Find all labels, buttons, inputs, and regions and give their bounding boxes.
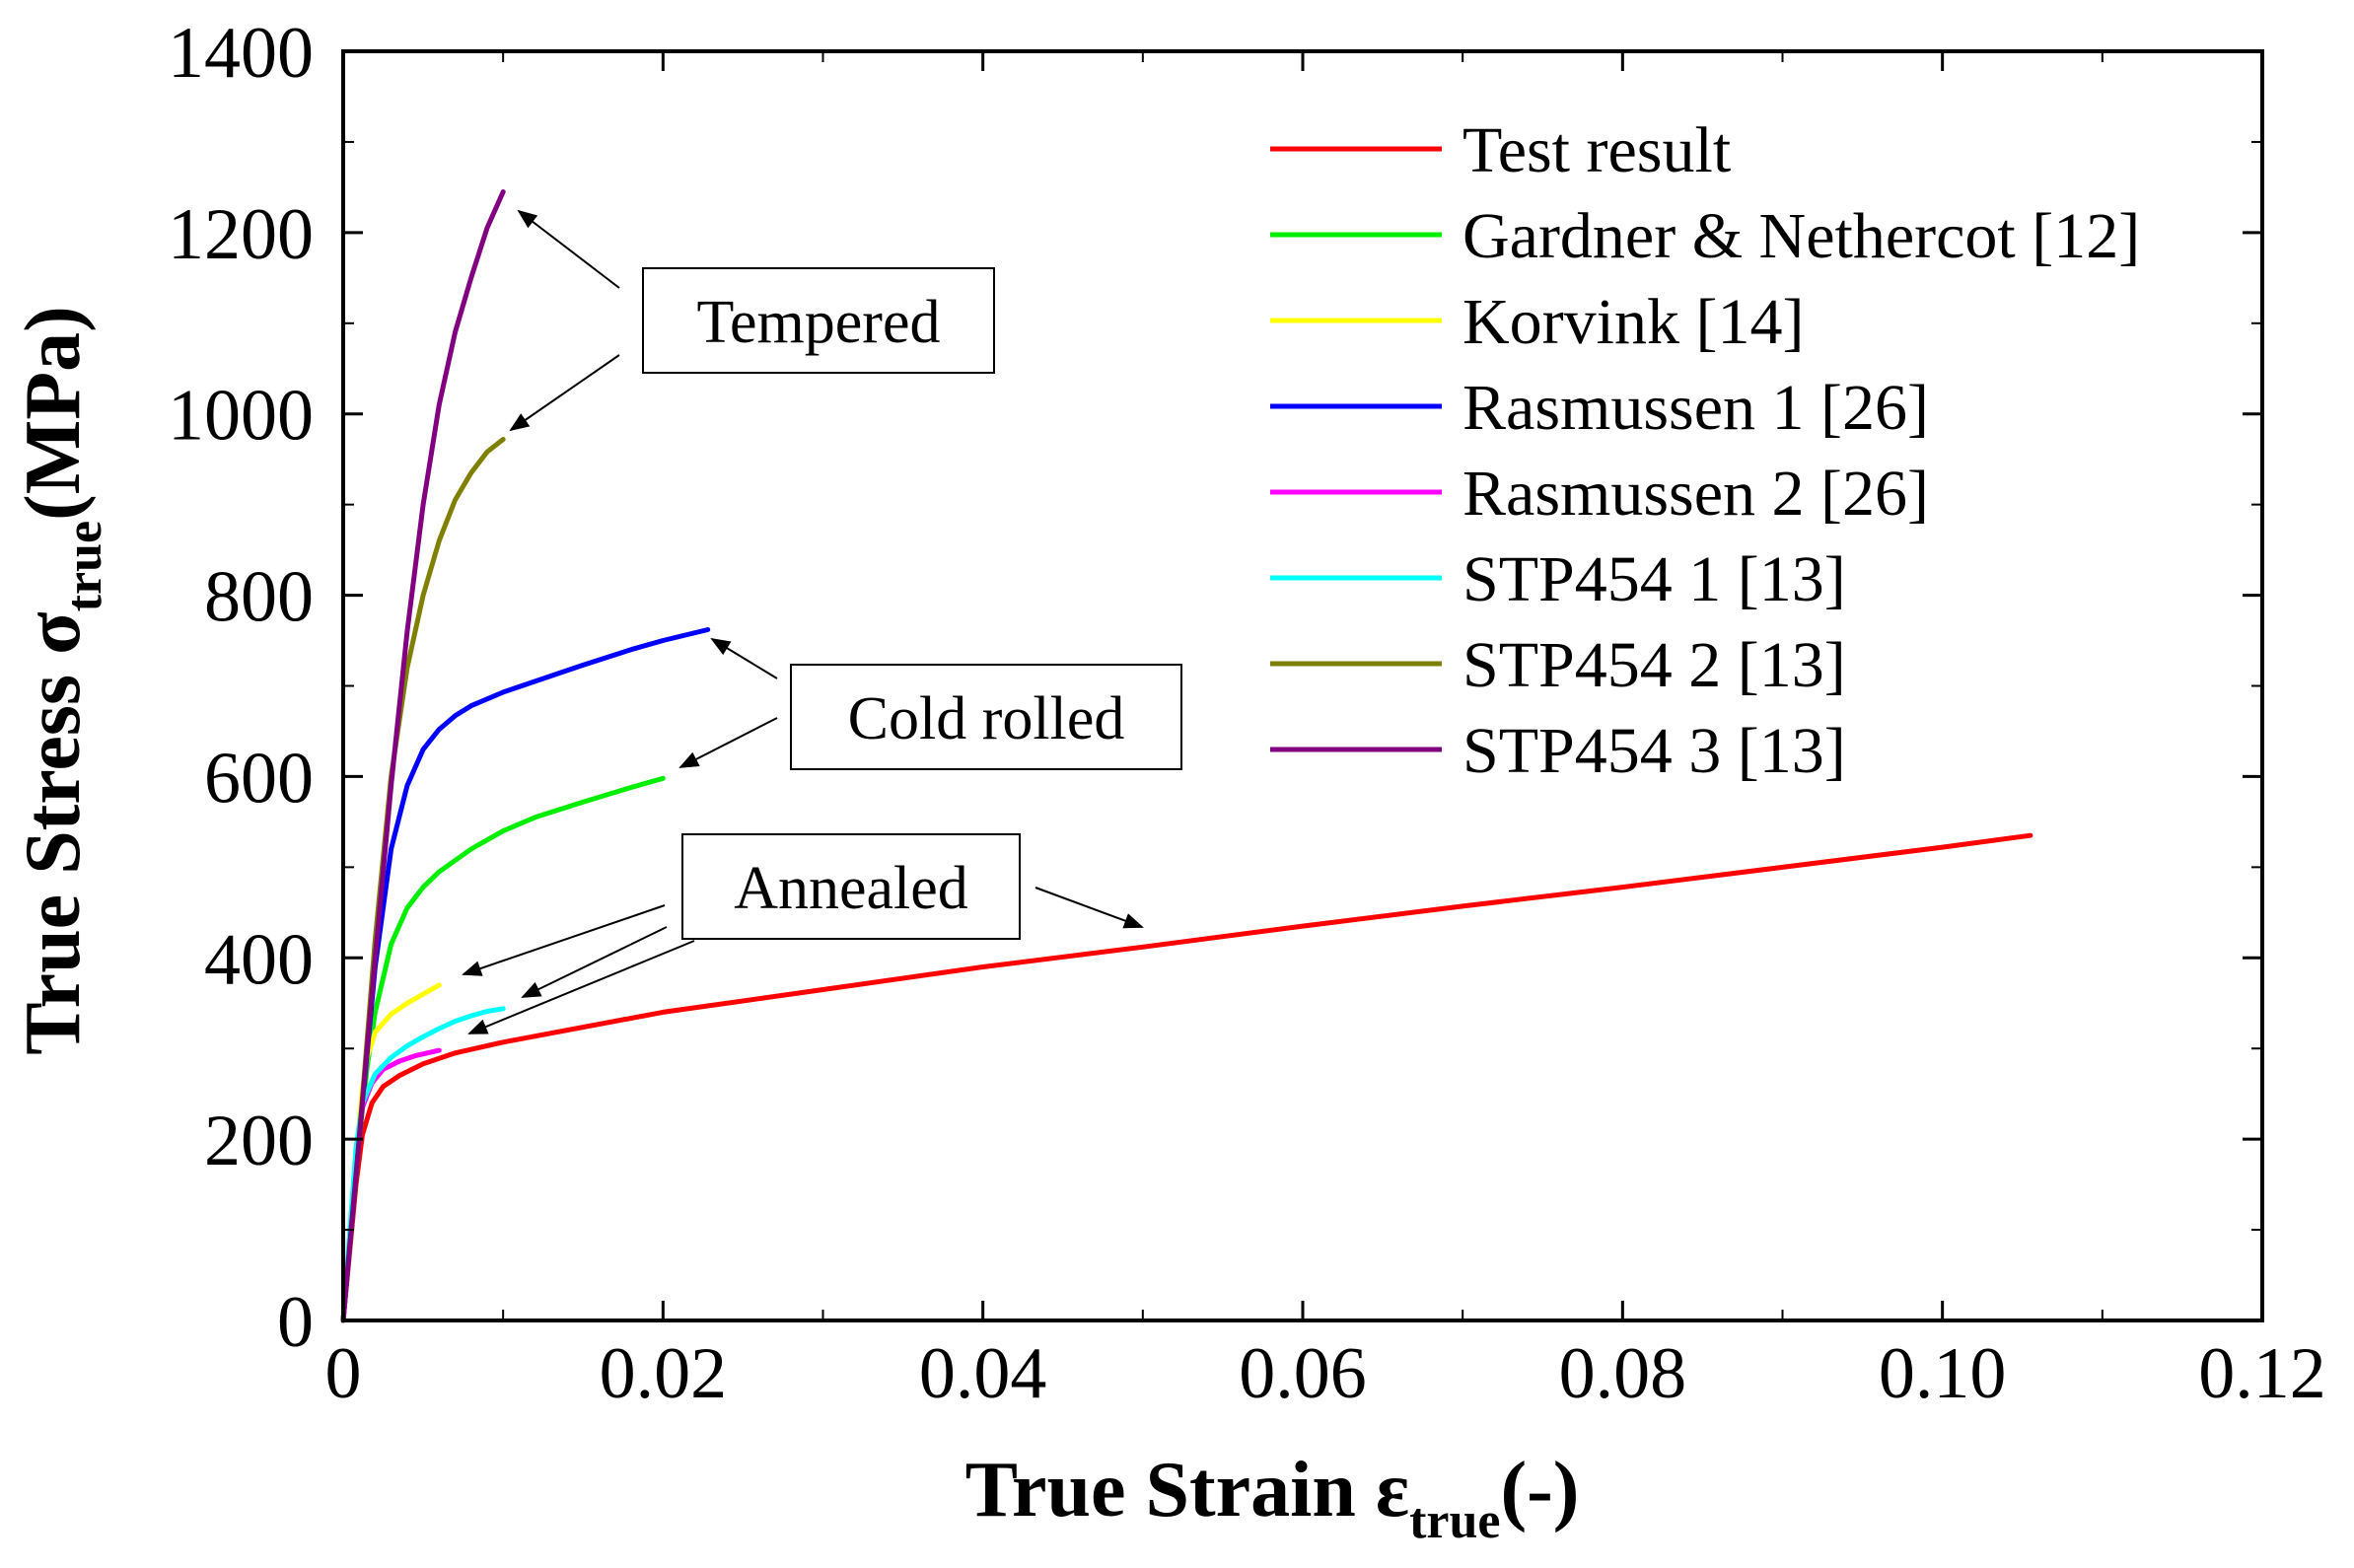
- y-axis-title-main: True Stress σ: [10, 611, 97, 1055]
- series-line-stp454-3-13: [340, 189, 506, 1323]
- y-axis-title-sub: true: [56, 521, 112, 611]
- y-tick-label-4: 800: [204, 557, 314, 638]
- y-tick-label-5: 1000: [168, 376, 314, 457]
- legend-label-rasmussen-1-26: Rasmussen 1 [26]: [1462, 372, 1929, 444]
- x-tick-label-1: 0.02: [600, 1333, 728, 1414]
- legend-label-korvink-14: Korvink [14]: [1462, 286, 1804, 358]
- series-line-stp454-2-13: [340, 437, 506, 1323]
- y-tick-label-0: 0: [277, 1282, 314, 1363]
- y-tick-label-3: 600: [204, 738, 314, 819]
- x-tick-label-2: 0.04: [919, 1333, 1047, 1414]
- annealed-label-box: [681, 833, 1021, 940]
- series-line-rasmussen-1-26: [340, 627, 711, 1323]
- legend-label-test-result: Test result: [1462, 114, 1731, 186]
- x-tick-label-3: 0.06: [1239, 1333, 1367, 1414]
- legend-label-stp454-2-13: STP454 2 [13]: [1462, 629, 1846, 701]
- tempered-label: Tempered: [697, 289, 941, 356]
- legend-label-rasmussen-2-26: Rasmussen 2 [26]: [1462, 458, 1929, 530]
- tempered-label-box: [642, 267, 995, 374]
- x-axis-title-main: True Strain ε: [965, 1447, 1409, 1533]
- x-tick-label-6: 0.12: [2198, 1333, 2326, 1414]
- x-axis-title: True Strain εtrue(-): [965, 1447, 1580, 1549]
- y-tick-label-6: 1200: [168, 194, 314, 275]
- legend-label-stp454-1-13: STP454 1 [13]: [1462, 543, 1846, 615]
- annealed-label: Annealed: [734, 855, 968, 922]
- y-tick-label-7: 1400: [168, 13, 314, 94]
- legend-label-gardner-nethercot-12: Gardner & Nethercot [12]: [1462, 200, 2140, 272]
- legend-label-stp454-3-13: STP454 3 [13]: [1462, 715, 1846, 787]
- x-tick-label-4: 0.08: [1559, 1333, 1687, 1414]
- y-axis-title-tail: (MPa): [10, 306, 97, 521]
- x-tick-label-5: 0.10: [1879, 1333, 2007, 1414]
- annealed-arrow-4: [1034, 887, 1144, 929]
- annotation-annealed: Annealed: [462, 833, 1144, 1034]
- annotation-tempered: Tempered: [509, 209, 995, 432]
- cold-rolled-arrow-1: [710, 637, 778, 679]
- y-tick-labels: 0 200 400 600 800 1000 1200 1400: [168, 13, 314, 1363]
- tempered-arrow-2: [509, 354, 620, 432]
- y-tick-label-1: 200: [204, 1101, 314, 1181]
- plot-area-frame: [341, 49, 2264, 1322]
- annealed-arrow-2: [521, 926, 668, 998]
- x-tick-label-0: 0: [325, 1333, 362, 1414]
- annealed-arrow-1: [462, 904, 666, 976]
- x-tick-labels: 0 0.02 0.04 0.06 0.08 0.10 0.12: [325, 1333, 2326, 1414]
- x-axis-title-sub: true: [1409, 1493, 1500, 1549]
- cold-rolled-arrow-2: [678, 717, 778, 768]
- series-line-test-result: [340, 832, 2033, 1323]
- tempered-arrow-1: [517, 209, 620, 289]
- y-tick-label-2: 400: [204, 919, 314, 1000]
- cold-rolled-label: Cold rolled: [848, 685, 1125, 752]
- legend: Test result Gardner & Nethercot [12] Korvi…: [1270, 114, 2140, 787]
- x-axis-title-tail: (-): [1500, 1447, 1579, 1533]
- annealed-arrow-3: [467, 940, 695, 1034]
- series-layer: [340, 189, 2033, 1323]
- annotation-cold-rolled: Cold rolled: [678, 637, 1182, 770]
- cold-rolled-label-box: [790, 664, 1182, 770]
- y-axis-title: True Stress σtrue(MPa): [10, 306, 112, 1054]
